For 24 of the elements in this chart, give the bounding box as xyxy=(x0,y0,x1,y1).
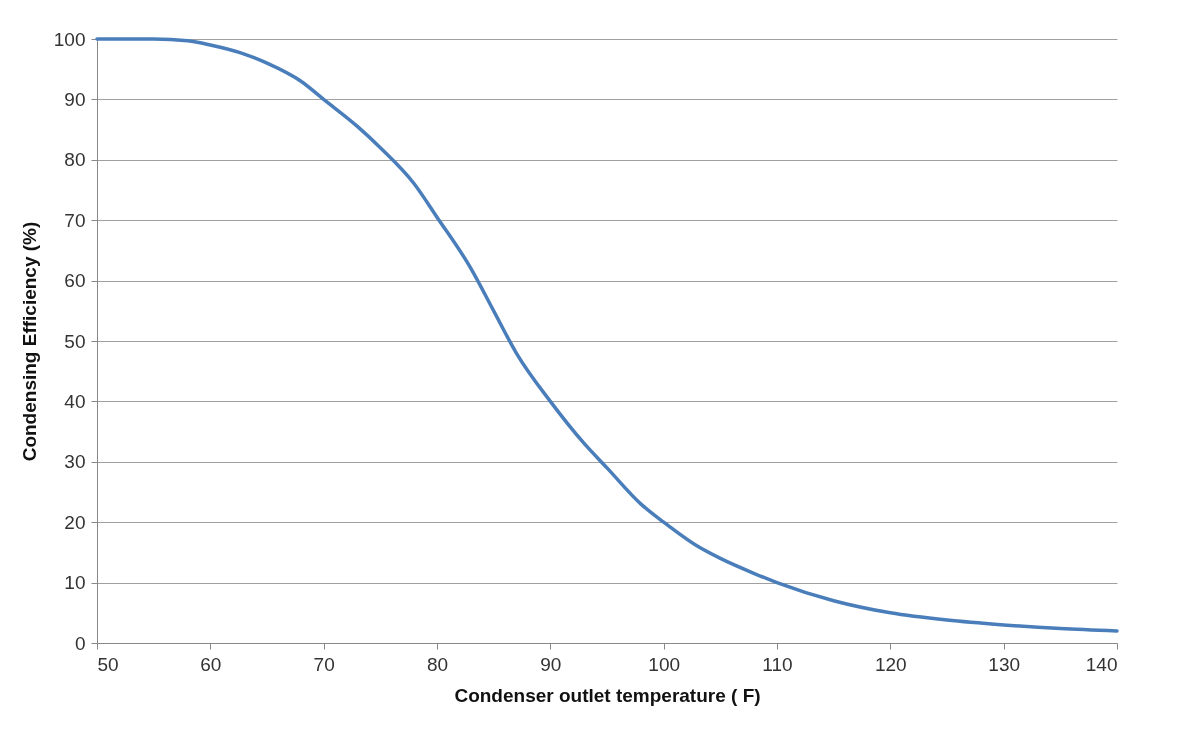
x-tick-label: 80 xyxy=(426,653,449,675)
x-tick-label: 50 xyxy=(97,653,119,675)
x-axis-title: Condenser outlet temperature ( F) xyxy=(454,684,761,706)
x-tick-label: 70 xyxy=(313,653,335,675)
y-tick-label: 20 xyxy=(64,511,86,533)
y-tick-label: 30 xyxy=(64,451,86,473)
y-tick-label: 40 xyxy=(64,390,86,412)
y-tick-label: 70 xyxy=(64,209,86,231)
x-tick-label: 110 xyxy=(762,653,793,675)
x-tick-label: 90 xyxy=(540,653,562,675)
y-tick-label: 50 xyxy=(64,330,86,352)
y-tick-label: 100 xyxy=(53,28,86,50)
y-tick-label: 80 xyxy=(64,149,86,171)
x-tick-label: 140 xyxy=(1085,653,1118,675)
y-axis-title: Condensing Efficiency (%) xyxy=(18,221,40,462)
y-tick-label: 90 xyxy=(64,88,86,110)
x-tick-label: 120 xyxy=(874,653,907,675)
x-tick-label: 100 xyxy=(648,653,681,675)
x-tick-label: 60 xyxy=(200,653,222,675)
line-series xyxy=(95,37,1119,633)
x-tick-label: 130 xyxy=(988,653,1021,675)
y-tick-label: 10 xyxy=(64,572,86,594)
y-tick-label: 0 xyxy=(74,632,86,654)
y-tick-label: 60 xyxy=(64,270,86,292)
